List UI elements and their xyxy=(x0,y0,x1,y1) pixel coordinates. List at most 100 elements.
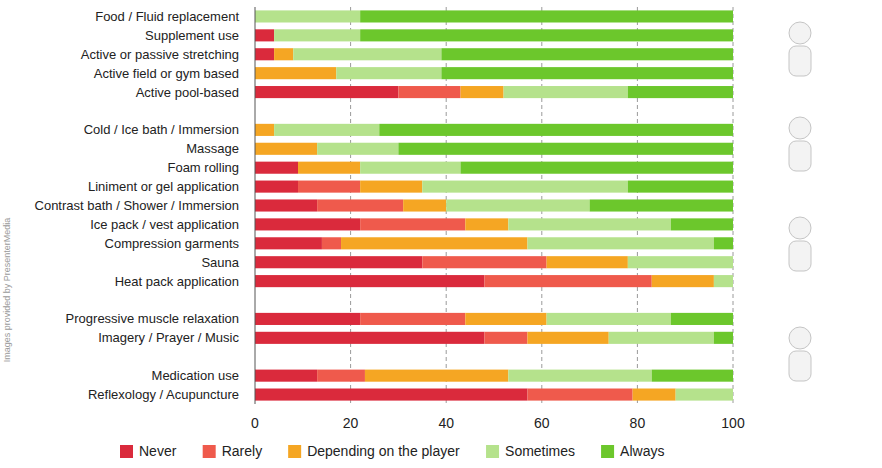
bar-segment xyxy=(317,199,403,211)
bar-segment xyxy=(547,313,671,325)
bar-segment xyxy=(484,275,651,287)
bar-segment xyxy=(360,29,733,41)
bar-segment xyxy=(255,67,336,79)
bar-segment xyxy=(508,370,651,382)
legend-swatch xyxy=(486,445,499,458)
bar-segment xyxy=(609,332,714,344)
category-label: Imagery / Prayer / Music xyxy=(98,330,239,345)
figure-body xyxy=(789,46,811,76)
legend-swatch xyxy=(203,445,216,458)
bar-segment xyxy=(255,275,484,287)
bar-segment xyxy=(590,199,733,211)
bar-segment xyxy=(403,199,446,211)
legend-label: Never xyxy=(139,443,177,459)
bar-segment xyxy=(441,48,733,60)
bar-segment xyxy=(508,218,671,230)
category-labels: Food / Fluid replacement Supplement use Ac… xyxy=(35,9,240,402)
bar-segment xyxy=(671,313,733,325)
category-label: Heat pack application xyxy=(115,274,239,289)
category-label: Active pool-based xyxy=(136,85,239,100)
bar-segment xyxy=(255,10,360,22)
bars xyxy=(255,10,733,400)
legend-label: Sometimes xyxy=(505,443,575,459)
bar-segment xyxy=(714,237,733,249)
bar-segment xyxy=(255,237,322,249)
axis-line xyxy=(255,7,256,404)
category-label: Reflexology / Acupuncture xyxy=(88,387,239,402)
legend-label: Always xyxy=(620,443,664,459)
bar-segment xyxy=(527,237,713,249)
bar-segment xyxy=(360,313,465,325)
bar-segment xyxy=(733,256,734,268)
decoration xyxy=(789,22,811,381)
bar-segment xyxy=(379,124,733,136)
category-label: Progressive muscle relaxation xyxy=(66,311,239,326)
bar-segment xyxy=(733,275,734,287)
bar-segment xyxy=(298,162,360,174)
category-label: Massage xyxy=(186,141,239,156)
bar-segment xyxy=(298,181,360,193)
tick-label: 80 xyxy=(630,415,646,431)
bar-segment xyxy=(255,86,398,98)
bar-segment xyxy=(255,332,484,344)
tick-label: 60 xyxy=(534,415,550,431)
figure-head xyxy=(789,327,811,349)
category-label: Contrast bath / Shower / Immersion xyxy=(35,198,239,213)
category-label: Sauna xyxy=(201,255,239,270)
bar-segment xyxy=(441,67,733,79)
bar-segment xyxy=(465,218,508,230)
bar-segment xyxy=(360,218,465,230)
tick-label: 20 xyxy=(343,415,359,431)
category-label: Food / Fluid replacement xyxy=(95,9,239,24)
bar-segment xyxy=(255,143,317,155)
bar-segment xyxy=(255,199,317,211)
bar-segment xyxy=(293,48,441,60)
bar-segment xyxy=(341,237,527,249)
bar-segment xyxy=(255,124,274,136)
bar-segment xyxy=(504,86,628,98)
bar-segment xyxy=(547,256,628,268)
figure-head xyxy=(789,22,811,44)
bar-segment xyxy=(255,162,298,174)
bar-segment xyxy=(255,29,274,41)
bar-segment xyxy=(274,124,379,136)
bar-segment xyxy=(317,143,398,155)
bar-segment xyxy=(422,181,628,193)
bar-segment xyxy=(652,275,714,287)
legend-label: Rarely xyxy=(222,443,262,459)
tick-label: 40 xyxy=(438,415,454,431)
bar-segment xyxy=(398,86,460,98)
bar-segment xyxy=(360,162,460,174)
tick-label: 0 xyxy=(251,415,259,431)
bar-segment xyxy=(255,388,527,400)
tick-label: 100 xyxy=(721,415,745,431)
bar-segment xyxy=(484,332,527,344)
bar-segment xyxy=(336,67,441,79)
bar-segment xyxy=(714,332,733,344)
bar-segment xyxy=(714,275,733,287)
bar-segment xyxy=(527,388,632,400)
bar-segment xyxy=(255,218,360,230)
bar-segment xyxy=(360,181,422,193)
bar-segment xyxy=(274,29,360,41)
bar-segment xyxy=(465,313,546,325)
bar-segment xyxy=(255,256,422,268)
bar-segment xyxy=(527,332,608,344)
bar-segment xyxy=(671,218,733,230)
chart: Food / Fluid replacement Supplement use Ac… xyxy=(0,0,882,468)
x-ticks: 0 20 40 60 80 100 xyxy=(251,415,745,431)
bar-segment xyxy=(398,143,733,155)
category-label: Supplement use xyxy=(145,28,239,43)
bar-segment xyxy=(365,370,508,382)
figure-body xyxy=(789,351,811,381)
bar-segment xyxy=(628,256,733,268)
bar-segment xyxy=(652,370,733,382)
bar-segment xyxy=(255,181,298,193)
bar-segment xyxy=(422,256,546,268)
category-label: Medication use xyxy=(152,368,239,383)
bar-segment xyxy=(461,162,733,174)
bar-segment xyxy=(322,237,341,249)
bar-segment xyxy=(446,199,589,211)
bar-segment xyxy=(360,10,733,22)
figure-body xyxy=(789,141,811,171)
